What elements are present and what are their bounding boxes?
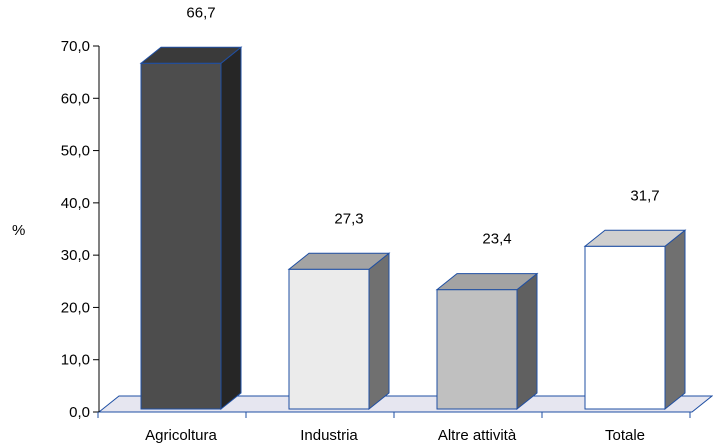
y-tick-label: 20,0 — [61, 299, 90, 316]
bar — [287, 252, 391, 411]
y-tick-label: 50,0 — [61, 143, 90, 160]
bar-top — [287, 252, 391, 270]
y-tick-label: 60,0 — [61, 90, 90, 107]
y-tick-label: 0,0 — [69, 404, 90, 421]
bar — [139, 46, 243, 411]
bar-front — [584, 245, 666, 410]
data-label: 66,7 — [186, 4, 215, 21]
bar-side — [516, 272, 538, 411]
bar-front — [436, 289, 518, 410]
data-label: 27,3 — [334, 210, 363, 227]
y-tick-label: 40,0 — [61, 195, 90, 212]
bar — [435, 272, 539, 411]
y-tick-label: 10,0 — [61, 352, 90, 369]
data-label: 31,7 — [630, 187, 659, 204]
bars — [139, 46, 687, 411]
floor-plane — [97, 395, 713, 413]
chart-floor — [97, 395, 713, 413]
category-label: Agricoltura — [145, 427, 217, 444]
bar-front — [288, 268, 370, 410]
y-tick-label: 30,0 — [61, 247, 90, 264]
bar-side — [220, 46, 242, 411]
y-tick-label: 70,0 — [61, 38, 90, 55]
bar-top — [139, 46, 243, 64]
labels: 66,7 Agricoltura 27,3 Industria 23,4 Altre at… — [145, 4, 659, 444]
category-label: Industria — [300, 427, 358, 444]
bar-top — [583, 229, 687, 247]
category-label: Totale — [605, 427, 645, 444]
category-label: Altre attività — [438, 427, 517, 444]
bar-top — [435, 273, 539, 291]
y-axis: 0,0 10,0 20,0 30,0 40,0 50,0 60,0 70,0 — [61, 38, 691, 421]
data-label: 23,4 — [482, 231, 511, 248]
y-axis-label: % — [12, 222, 25, 239]
bar — [583, 229, 687, 411]
bar-front — [140, 62, 222, 410]
bar-side — [664, 229, 686, 411]
bar-side — [368, 252, 390, 411]
